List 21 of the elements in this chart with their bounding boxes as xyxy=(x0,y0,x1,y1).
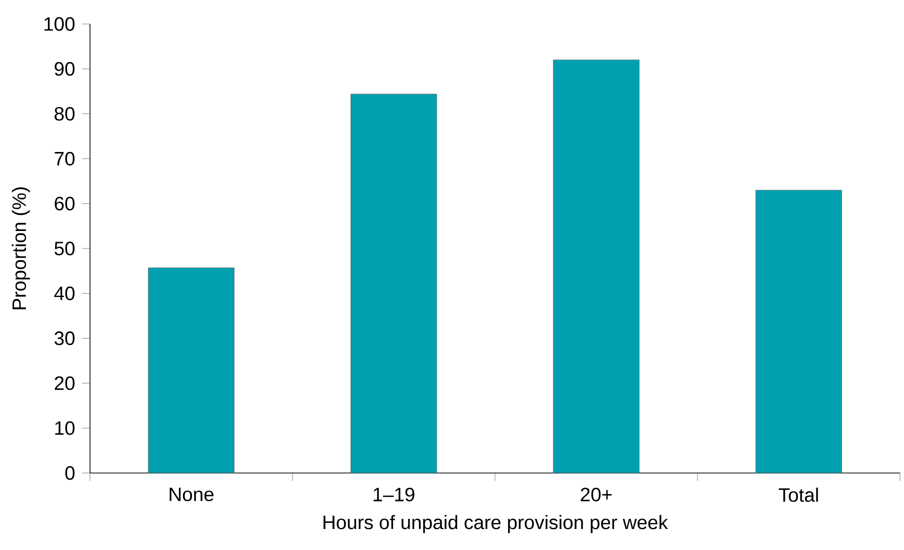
y-tick-label: 90 xyxy=(54,62,75,76)
y-tick-label: 0 xyxy=(65,466,75,480)
bar xyxy=(148,268,234,473)
y-tick-label: 20 xyxy=(54,376,75,390)
bar xyxy=(756,190,842,473)
x-axis-title: Hours of unpaid care provision per week xyxy=(324,515,668,534)
y-tick-label: 70 xyxy=(54,152,75,166)
y-tick-label: 40 xyxy=(54,286,75,300)
x-tick-label: None xyxy=(170,488,214,502)
y-tick-label: 80 xyxy=(54,106,75,121)
y-axis-title: Proportion (%) xyxy=(12,187,30,310)
y-tick-label: 30 xyxy=(54,331,75,346)
bar xyxy=(350,94,437,473)
y-tick-label: 100 xyxy=(44,17,75,31)
y-tick-label: 50 xyxy=(54,242,75,256)
x-tick-label: 20+ xyxy=(580,488,612,502)
x-tick-label: 1–19 xyxy=(374,488,414,502)
y-tick-label: 10 xyxy=(55,421,75,435)
x-tick-label: Total xyxy=(778,488,818,502)
y-tick-label: 60 xyxy=(54,196,75,210)
bar xyxy=(553,60,640,473)
